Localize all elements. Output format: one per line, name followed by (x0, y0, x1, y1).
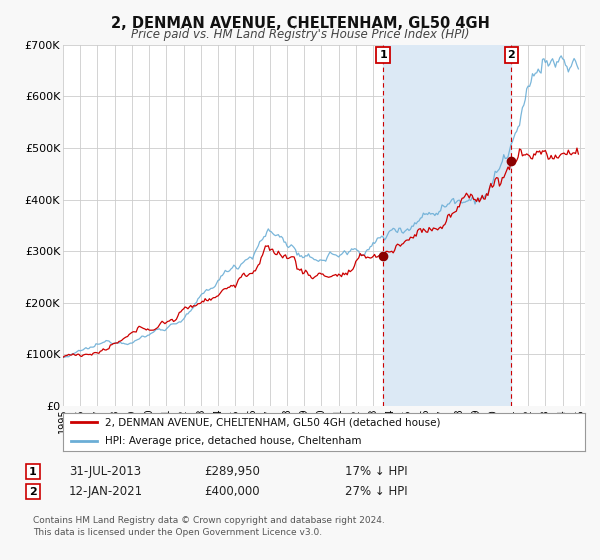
Bar (383, 45, 511, 406)
Text: 1: 1 (29, 466, 37, 477)
Text: £400,000: £400,000 (204, 485, 260, 498)
Text: 1: 1 (379, 50, 387, 60)
Text: 31-JUL-2013: 31-JUL-2013 (69, 465, 141, 478)
Text: 2, DENMAN AVENUE, CHELTENHAM, GL50 4GH (detached house): 2, DENMAN AVENUE, CHELTENHAM, GL50 4GH (… (105, 417, 440, 427)
Text: Contains HM Land Registry data © Crown copyright and database right 2024.: Contains HM Land Registry data © Crown c… (33, 516, 385, 525)
Text: 2, DENMAN AVENUE, CHELTENHAM, GL50 4GH: 2, DENMAN AVENUE, CHELTENHAM, GL50 4GH (110, 16, 490, 31)
Text: 12-JAN-2021: 12-JAN-2021 (69, 485, 143, 498)
Text: 27% ↓ HPI: 27% ↓ HPI (345, 485, 407, 498)
Text: HPI: Average price, detached house, Cheltenham: HPI: Average price, detached house, Chel… (105, 436, 361, 446)
Text: Price paid vs. HM Land Registry's House Price Index (HPI): Price paid vs. HM Land Registry's House … (131, 28, 469, 41)
Text: 17% ↓ HPI: 17% ↓ HPI (345, 465, 407, 478)
Text: This data is licensed under the Open Government Licence v3.0.: This data is licensed under the Open Gov… (33, 528, 322, 536)
Text: 2: 2 (508, 50, 515, 60)
Text: 2: 2 (29, 487, 37, 497)
Text: £289,950: £289,950 (204, 465, 260, 478)
